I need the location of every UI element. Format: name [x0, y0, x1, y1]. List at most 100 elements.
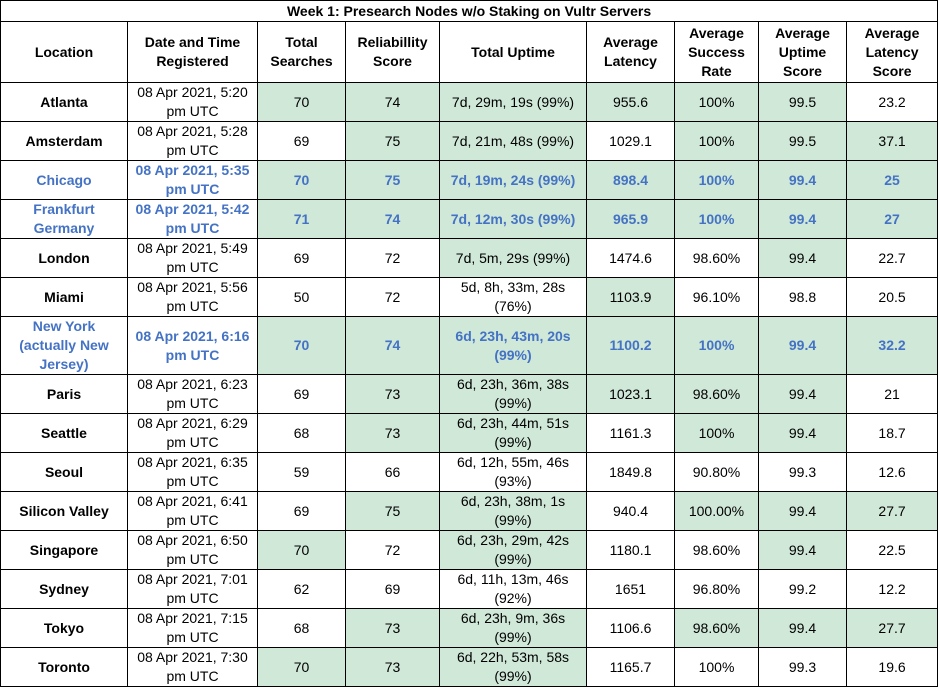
average-latency-score-cell: 12.2 [845, 569, 939, 609]
average-latency-score-cell: 21 [845, 374, 939, 414]
location-cell: Amsterdam [0, 121, 128, 161]
table-row: Toronto 08 Apr 2021, 7:30 pm UTC 70 73 6d, 2… [0, 647, 939, 687]
average-success-rate-cell: 98.60% [674, 374, 759, 414]
average-uptime-score-cell: 99.4 [758, 608, 847, 648]
total-searches-cell: 70 [257, 82, 346, 122]
total-searches-cell: 69 [257, 374, 346, 414]
total-uptime-cell: 7d, 5m, 29s (99%) [439, 238, 587, 278]
average-latency-cell: 1100.2 [586, 316, 675, 375]
total-uptime-cell: 6d, 23h, 36m, 38s (99%) [439, 374, 587, 414]
location-cell: Sydney [0, 569, 128, 609]
registered-cell: 08 Apr 2021, 6:29 pm UTC [127, 413, 258, 453]
average-uptime-score-cell: 99.4 [758, 160, 847, 200]
reliability-score-cell: 73 [345, 413, 440, 453]
average-latency-cell: 940.4 [586, 491, 675, 531]
reliability-score-cell: 73 [345, 647, 440, 687]
average-latency-score-cell: 22.5 [845, 530, 939, 570]
average-uptime-score-cell: 99.4 [758, 316, 847, 375]
total-uptime-cell: 6d, 12h, 55m, 46s (93%) [439, 452, 587, 492]
table-row: London 08 Apr 2021, 5:49 pm UTC 69 72 7d, 5m… [0, 238, 939, 278]
total-uptime-cell: 5d, 8h, 33m, 28s (76%) [439, 277, 587, 317]
reliability-score-cell: 74 [345, 316, 440, 375]
average-success-rate-cell: 96.80% [674, 569, 759, 609]
reliability-score-cell: 72 [345, 238, 440, 278]
reliability-score-cell: 73 [345, 374, 440, 414]
total-uptime-cell: 6d, 23h, 38m, 1s (99%) [439, 491, 587, 531]
header-registered: Date and Time Registered [127, 21, 258, 83]
table-row: Atlanta 08 Apr 2021, 5:20 pm UTC 70 74 7d, 2… [0, 82, 939, 122]
total-uptime-cell: 7d, 21m, 48s (99%) [439, 121, 587, 161]
table-row: Paris 08 Apr 2021, 6:23 pm UTC 69 73 6d, 23h… [0, 374, 939, 414]
table-row: Frankfurt Germany 08 Apr 2021, 5:42 pm UT… [0, 199, 939, 239]
table-row: Seoul 08 Apr 2021, 6:35 pm UTC 59 66 6d, 12h… [0, 452, 939, 492]
location-cell: Miami [0, 277, 128, 317]
total-searches-cell: 68 [257, 413, 346, 453]
average-success-rate-cell: 100% [674, 647, 759, 687]
total-uptime-cell: 6d, 23h, 43m, 20s (99%) [439, 316, 587, 375]
average-uptime-score-cell: 99.3 [758, 452, 847, 492]
table-row: Seattle 08 Apr 2021, 6:29 pm UTC 68 73 6d, 2… [0, 413, 939, 453]
average-latency-score-cell: 32.2 [845, 316, 939, 375]
registered-cell: 08 Apr 2021, 5:20 pm UTC [127, 82, 258, 122]
location-cell: Silicon Valley [0, 491, 128, 531]
registered-cell: 08 Apr 2021, 7:01 pm UTC [127, 569, 258, 609]
header-row: Location Date and Time Registered Total … [0, 21, 939, 83]
average-latency-cell: 1474.6 [586, 238, 675, 278]
average-success-rate-cell: 96.10% [674, 277, 759, 317]
total-searches-cell: 69 [257, 238, 346, 278]
location-cell: Toronto [0, 647, 128, 687]
average-latency-cell: 1029.1 [586, 121, 675, 161]
reliability-score-cell: 75 [345, 491, 440, 531]
total-uptime-cell: 6d, 11h, 13m, 46s (92%) [439, 569, 587, 609]
location-cell: Seattle [0, 413, 128, 453]
total-searches-cell: 62 [257, 569, 346, 609]
average-uptime-score-cell: 99.4 [758, 530, 847, 570]
registered-cell: 08 Apr 2021, 5:35 pm UTC [127, 160, 258, 200]
average-latency-score-cell: 27.7 [845, 608, 939, 648]
registered-cell: 08 Apr 2021, 6:35 pm UTC [127, 452, 258, 492]
reliability-score-cell: 75 [345, 121, 440, 161]
average-latency-score-cell: 12.6 [845, 452, 939, 492]
table-title: Week 1: Presearch Nodes w/o Staking on V… [0, 0, 939, 22]
location-cell: Frankfurt Germany [0, 199, 128, 239]
registered-cell: 08 Apr 2021, 5:42 pm UTC [127, 199, 258, 239]
total-searches-cell: 71 [257, 199, 346, 239]
average-uptime-score-cell: 99.4 [758, 491, 847, 531]
reliability-score-cell: 75 [345, 160, 440, 200]
reliability-score-cell: 66 [345, 452, 440, 492]
total-searches-cell: 50 [257, 277, 346, 317]
header-total-searches: Total Searches [257, 21, 346, 83]
total-uptime-cell: 6d, 22h, 53m, 58s (99%) [439, 647, 587, 687]
average-uptime-score-cell: 99.2 [758, 569, 847, 609]
registered-cell: 08 Apr 2021, 5:28 pm UTC [127, 121, 258, 161]
location-cell: London [0, 238, 128, 278]
average-latency-cell: 1106.6 [586, 608, 675, 648]
average-latency-score-cell: 19.6 [845, 647, 939, 687]
header-reliability-score: Reliabillity Score [345, 21, 440, 83]
registered-cell: 08 Apr 2021, 7:30 pm UTC [127, 647, 258, 687]
average-uptime-score-cell: 99.4 [758, 199, 847, 239]
average-success-rate-cell: 98.60% [674, 238, 759, 278]
reliability-score-cell: 74 [345, 82, 440, 122]
registered-cell: 08 Apr 2021, 5:49 pm UTC [127, 238, 258, 278]
average-success-rate-cell: 100% [674, 82, 759, 122]
location-cell: Singapore [0, 530, 128, 570]
total-uptime-cell: 6d, 23h, 44m, 51s (99%) [439, 413, 587, 453]
reliability-score-cell: 74 [345, 199, 440, 239]
total-searches-cell: 70 [257, 160, 346, 200]
header-average-success-rate: Average Success Rate [674, 21, 759, 83]
table-row: Sydney 08 Apr 2021, 7:01 pm UTC 62 69 6d, 11… [0, 569, 939, 609]
average-success-rate-cell: 90.80% [674, 452, 759, 492]
average-latency-cell: 1849.8 [586, 452, 675, 492]
average-latency-score-cell: 25 [845, 160, 939, 200]
average-success-rate-cell: 100% [674, 160, 759, 200]
average-latency-score-cell: 23.2 [845, 82, 939, 122]
reliability-score-cell: 72 [345, 530, 440, 570]
table-row: Singapore 08 Apr 2021, 6:50 pm UTC 70 72 6d,… [0, 530, 939, 570]
average-uptime-score-cell: 99.4 [758, 238, 847, 278]
registered-cell: 08 Apr 2021, 6:41 pm UTC [127, 491, 258, 531]
average-success-rate-cell: 100.00% [674, 491, 759, 531]
total-searches-cell: 69 [257, 121, 346, 161]
location-cell: New York (actually New Jersey) [0, 316, 128, 375]
